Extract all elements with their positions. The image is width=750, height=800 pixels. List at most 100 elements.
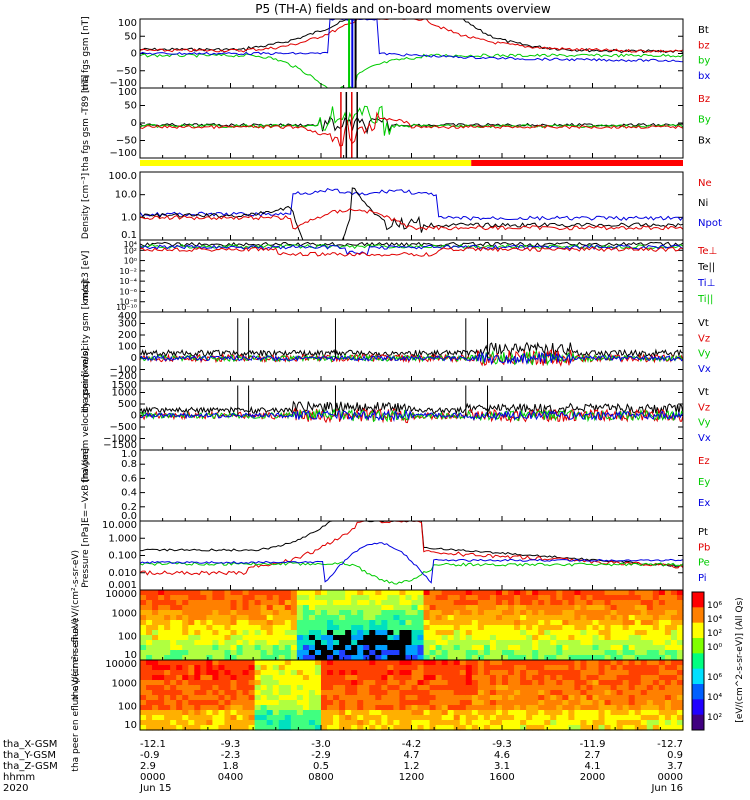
colorbar-tick: 10² xyxy=(707,629,722,639)
heatmap-cell xyxy=(302,640,310,646)
heatmap-cell xyxy=(447,635,455,641)
heatmap-cell xyxy=(604,725,612,731)
heatmap-cell xyxy=(568,605,575,611)
heatmap-cell xyxy=(483,665,491,671)
heatmap-cell xyxy=(399,605,407,611)
heatmap-cell xyxy=(423,605,431,611)
heatmap-cell xyxy=(652,660,660,666)
heatmap-cell xyxy=(333,645,340,651)
heatmap-cell xyxy=(544,635,551,641)
heatmap-cell xyxy=(429,635,437,641)
heatmap-cell xyxy=(206,630,213,636)
heatmap-cell xyxy=(616,670,624,676)
heatmap-cell xyxy=(495,655,503,661)
heatmap-cell xyxy=(441,605,449,611)
heatmap-cell xyxy=(284,615,292,621)
colorbar-label: [eV/(cm^2-s-sr-eV)] (All Qs) xyxy=(735,597,745,722)
heatmap-cell xyxy=(477,660,485,666)
heatmap-cell xyxy=(188,700,195,706)
xaxis-value: 4.1 xyxy=(585,761,601,772)
heatmap-cell xyxy=(634,635,642,641)
heatmap-cell xyxy=(489,640,497,646)
heatmap-cell xyxy=(170,685,177,691)
heatmap-cell xyxy=(314,665,322,671)
heatmap-cell xyxy=(586,650,594,656)
heatmap-cell xyxy=(224,635,232,641)
heatmap-cell xyxy=(164,720,171,726)
heatmap-cell xyxy=(188,675,195,681)
heatmap-cell xyxy=(224,605,232,611)
panel-ylabel: moqt3 [eV] xyxy=(81,251,91,302)
heatmap-cell xyxy=(381,700,388,706)
heatmap-cell xyxy=(526,640,533,646)
heatmap-cell xyxy=(574,705,582,711)
heatmap-cell xyxy=(200,595,207,601)
heatmap-cell xyxy=(254,670,262,676)
heatmap-cell xyxy=(393,685,401,691)
heatmap-cell xyxy=(266,685,274,691)
heatmap-cell xyxy=(248,690,256,696)
ytick-label: −500 xyxy=(110,422,137,433)
heatmap-cell xyxy=(260,635,268,641)
heatmap-cell xyxy=(140,600,147,606)
heatmap-cell xyxy=(544,620,551,626)
heatmap-cell xyxy=(502,725,509,731)
series-npot xyxy=(139,187,684,222)
heatmap-cell xyxy=(652,685,660,691)
heatmap-cell xyxy=(483,700,491,706)
heatmap-cell xyxy=(302,710,310,716)
heatmap-cell xyxy=(471,670,479,676)
heatmap-cell xyxy=(314,685,322,691)
heatmap-cell xyxy=(423,615,431,621)
heatmap-cell xyxy=(646,625,654,631)
heatmap-cell xyxy=(327,610,334,616)
heatmap-cell xyxy=(218,685,226,691)
heatmap-cell xyxy=(200,640,207,646)
heatmap-cell xyxy=(429,615,437,621)
heatmap-cell xyxy=(321,725,328,731)
heatmap-cell xyxy=(393,615,401,621)
heatmap-cell xyxy=(514,700,521,706)
heatmap-cell xyxy=(393,620,401,626)
heatmap-cell xyxy=(520,655,527,661)
heatmap-cell xyxy=(652,625,660,631)
heatmap-cell xyxy=(290,590,298,596)
heatmap-cell xyxy=(327,700,334,706)
heatmap-cell xyxy=(333,710,340,716)
heatmap-cell xyxy=(471,695,479,701)
heatmap-cell xyxy=(248,665,256,671)
heatmap-cell xyxy=(200,725,207,731)
heatmap-cell xyxy=(333,590,340,596)
heatmap-cell xyxy=(574,720,582,726)
heatmap-cell xyxy=(200,705,207,711)
heatmap-cell xyxy=(652,665,660,671)
heatmap-cell xyxy=(339,705,346,711)
heatmap-cell xyxy=(514,725,521,731)
series-by xyxy=(139,105,684,136)
heatmap-cell xyxy=(290,715,298,721)
heatmap-cell xyxy=(586,695,594,701)
panel-ylabel: tha peir en eflux eV/(cm²-s-sr-eV) xyxy=(71,550,81,700)
heatmap-cell xyxy=(640,645,648,651)
heatmap-cell xyxy=(266,605,274,611)
heatmap-cell xyxy=(526,670,533,676)
xaxis-value: -9.3 xyxy=(221,739,241,750)
heatmap-cell xyxy=(532,645,539,651)
heatmap-cell xyxy=(604,720,612,726)
heatmap-cell xyxy=(580,670,588,676)
panel-frame xyxy=(139,239,684,313)
heatmap-cell xyxy=(381,645,388,651)
heatmap-cell xyxy=(423,595,431,601)
heatmap-cell xyxy=(206,600,213,606)
heatmap-cell xyxy=(314,610,322,616)
heatmap-cell xyxy=(296,645,304,651)
heatmap-cell xyxy=(670,590,678,596)
heatmap-cell xyxy=(634,670,642,676)
heatmap-cell xyxy=(538,595,545,601)
heatmap-cell xyxy=(532,685,539,691)
heatmap-cell xyxy=(314,705,322,711)
heatmap-cell xyxy=(489,610,497,616)
heatmap-cell xyxy=(628,680,636,686)
heatmap-cell xyxy=(333,655,340,661)
heatmap-cell xyxy=(194,690,201,696)
